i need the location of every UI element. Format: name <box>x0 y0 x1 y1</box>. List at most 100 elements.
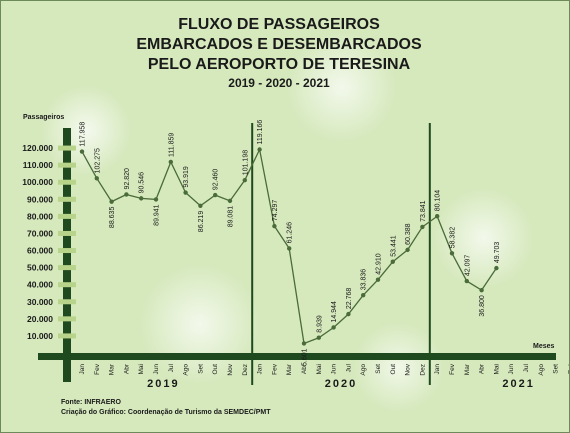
x-tick-label: Jun <box>331 364 338 375</box>
data-point <box>257 147 262 152</box>
y-axis-title: Passageiros <box>23 114 64 121</box>
data-point <box>109 199 114 204</box>
y-tick-label: 110.000 <box>23 160 54 170</box>
data-point <box>494 265 499 271</box>
x-tick-label: Mar <box>464 363 471 375</box>
data-label: 8.939 <box>316 315 323 333</box>
axes <box>38 123 556 385</box>
x-tick-label: Abr <box>301 363 308 374</box>
data-label: 119.166 <box>257 120 264 145</box>
data-point <box>479 287 484 293</box>
data-label: 111.859 <box>168 133 175 157</box>
data-label: 73.841 <box>420 200 427 222</box>
x-tick-label: Out <box>567 364 569 375</box>
y-tick-label: 120.000 <box>22 143 53 153</box>
year-label: 2021 <box>502 378 534 390</box>
data-point <box>168 159 173 165</box>
year-divider-1 <box>251 123 254 385</box>
data-label: 14.944 <box>331 301 338 323</box>
x-tick-label: Jan <box>257 364 264 375</box>
data-label: 86.219 <box>198 211 205 233</box>
data-label: 58.382 <box>450 227 457 249</box>
x-tick-label: Set <box>553 364 560 374</box>
x-tick-label: Out <box>212 364 219 375</box>
data-point <box>405 247 410 253</box>
y-tick-mark <box>58 162 76 168</box>
data-point <box>198 203 203 208</box>
data-label: 89.081 <box>228 206 235 228</box>
data-label: 92.820 <box>124 168 131 190</box>
data-label: 5.601 <box>302 348 309 366</box>
data-point <box>139 196 144 201</box>
x-tick-label: Mar <box>109 363 116 375</box>
x-tick-label: Set <box>197 364 204 374</box>
data-label: 89.941 <box>154 204 161 226</box>
x-tick-label: Abr <box>479 363 486 374</box>
data-label: 90.546 <box>139 172 146 194</box>
credit-note: Criação do Gráfico: Coordenação de Turis… <box>61 409 271 416</box>
x-tick-label: Jul <box>345 363 352 372</box>
data-label: 22.768 <box>346 288 353 310</box>
data-point <box>346 311 351 317</box>
data-point <box>375 277 381 282</box>
x-tick-label: Mai <box>493 364 500 374</box>
data-label: 88.635 <box>109 207 116 229</box>
x-tick-label: Mai <box>138 364 145 374</box>
data-label: 101.198 <box>242 150 249 175</box>
data-label: 80.104 <box>435 190 442 212</box>
data-point <box>287 246 292 251</box>
data-label: 117.958 <box>80 122 87 147</box>
x-tick-label: Out <box>390 364 397 375</box>
data-point <box>464 278 469 284</box>
y-tick-label: 70.000 <box>27 228 53 238</box>
y-tick-mark <box>58 179 76 185</box>
x-tick-label: Nov <box>227 363 234 375</box>
data-label: 42.910 <box>376 253 383 275</box>
y-tick-label: 90.000 <box>27 194 53 204</box>
title-line-3: PELO AEROPORTO DE TERESINA <box>148 56 411 73</box>
y-tick-mark <box>58 145 76 151</box>
y-tick-mark <box>58 196 76 202</box>
y-tick-mark <box>58 213 76 219</box>
x-tick-label: Ago <box>360 364 367 376</box>
data-point <box>242 177 247 183</box>
series-line <box>79 147 499 346</box>
data-point <box>124 192 129 197</box>
y-tick-mark <box>58 282 76 288</box>
data-point <box>301 341 307 346</box>
data-point <box>420 224 425 230</box>
year-divider-2 <box>428 123 431 385</box>
y-tick-label: 60.000 <box>27 246 53 256</box>
x-tick-label: Fev <box>449 363 456 375</box>
x-tick-label: Ago <box>183 364 190 376</box>
data-point <box>227 198 233 204</box>
chart-subtitle: 2019 - 2020 - 2021 <box>228 76 330 90</box>
title-line-2: EMBARCADOS E DESEMBARCADOS <box>136 36 422 53</box>
data-point <box>361 293 366 298</box>
x-tick-label: Dez <box>242 364 249 376</box>
title-line-1: FLUXO DE PASSAGEIROS <box>178 16 380 33</box>
data-labels: 117.958 102.275 88.635 92.820 90.546 89.941 11… <box>80 120 501 366</box>
x-tick-label: Jul <box>168 363 175 372</box>
data-point <box>390 259 395 264</box>
data-point <box>331 325 336 330</box>
y-tick-mark <box>58 248 76 254</box>
x-tick-label: Nov <box>405 363 412 375</box>
data-label: 49.703 <box>494 242 501 264</box>
data-point <box>213 192 218 198</box>
source-note: Fonte: INFRAERO <box>61 399 121 406</box>
x-tick-label: Set <box>375 364 382 374</box>
data-point <box>79 149 85 154</box>
data-point <box>94 176 100 181</box>
data-label: 33.836 <box>361 269 368 291</box>
year-label: 2020 <box>325 378 357 390</box>
y-tick-label: 100.000 <box>22 177 53 187</box>
data-point <box>272 223 277 229</box>
y-tick-label: 80.000 <box>27 211 53 221</box>
x-tick-label: Jun <box>508 364 515 375</box>
x-tick-label: Jan <box>434 364 441 375</box>
data-label: 92.460 <box>213 169 220 191</box>
x-tick-label: Dez <box>419 364 426 376</box>
